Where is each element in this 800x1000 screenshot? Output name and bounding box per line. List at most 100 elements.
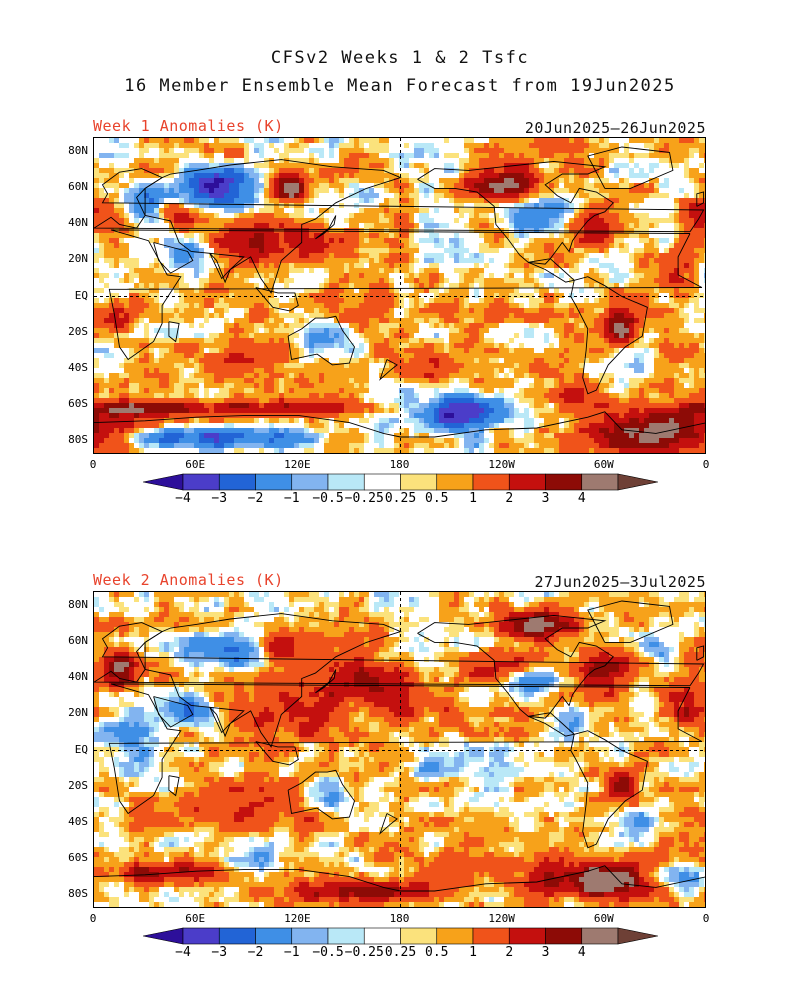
latitude-tick-label: 20S — [68, 324, 88, 338]
colorbar-swatch — [218, 927, 256, 945]
latitude-tick-label: 40S — [68, 360, 88, 374]
coastline — [315, 669, 337, 694]
colorbar-tick-label: 3 — [541, 491, 550, 506]
anomaly-field — [94, 138, 705, 453]
longitude-tick-label: 60W — [593, 912, 614, 925]
coastline — [587, 600, 674, 643]
colorbar-tick-label: 2 — [505, 491, 514, 506]
colorbar-swatch — [363, 473, 401, 491]
colorbar-swatch — [436, 473, 474, 491]
coastline — [209, 706, 245, 738]
longitude-tick-label: 120W — [488, 458, 515, 471]
week2-date-range: 27Jun2025—3Jul2025 — [534, 573, 706, 591]
latitude-tick-label: EQ — [74, 742, 88, 756]
coastline — [168, 321, 180, 343]
latitude-tick-label: 20N — [68, 706, 88, 720]
latitude-tick-label: 60S — [68, 396, 88, 410]
latitude-tick-label: 40N — [68, 670, 88, 684]
colorbar-swatch — [545, 473, 583, 491]
anomaly-cells — [94, 592, 705, 907]
coastline — [315, 215, 337, 240]
coastline — [570, 276, 648, 395]
colorbar-tick-label: −0.25 — [344, 491, 384, 506]
colorbar-tick-label: −3 — [211, 945, 228, 960]
coastline — [570, 730, 648, 849]
coastline — [417, 160, 615, 265]
colorbar-tick-label: 4 — [577, 945, 586, 960]
colorbar-low-arrow — [142, 927, 184, 945]
latitude-tick-label: EQ — [74, 288, 88, 302]
colorbar-tick-label: 0.25 — [384, 491, 417, 506]
colorbar-swatch — [291, 473, 329, 491]
colorbar-swatch — [436, 927, 474, 945]
colorbar-low-arrow — [142, 473, 184, 491]
colorbar-swatch — [218, 473, 256, 491]
coastline — [144, 159, 402, 294]
coastline — [153, 242, 194, 274]
colorbar-swatch — [255, 927, 293, 945]
colorbar-swatch — [472, 473, 510, 491]
coastline — [144, 613, 402, 748]
colorbar-tick-label: −4 — [175, 491, 191, 506]
colorbar-graphic — [142, 927, 659, 945]
longitude-tick-label: 0 — [702, 912, 710, 925]
latitude-tick-label: 80S — [68, 886, 88, 900]
colorbar-high-arrow — [617, 473, 659, 491]
latitude-tick-label: 60N — [68, 180, 88, 194]
coastline — [94, 411, 705, 438]
colorbar-tick-label: −0.25 — [344, 945, 384, 960]
coastline — [255, 741, 299, 766]
colorbar-swatch — [327, 927, 365, 945]
colorbar-tick-label: −3 — [211, 491, 228, 506]
colorbar-swatch — [400, 473, 438, 491]
colorbar-swatch — [291, 927, 329, 945]
colorbar-swatch — [363, 927, 401, 945]
colorbar-swatch — [581, 927, 619, 945]
week1-title: Week 1 Anomalies (K) — [93, 117, 284, 135]
coastline — [417, 614, 615, 719]
longitude-tick-label: 0 — [89, 912, 97, 925]
longitude-tick-label: 120E — [284, 458, 311, 471]
colorbar-tick-label: 1 — [469, 945, 477, 960]
coastline — [94, 865, 705, 892]
coastlines — [94, 146, 705, 438]
colorbar-tick-label: −1 — [283, 945, 300, 960]
week2-anomaly-map — [93, 591, 706, 908]
week1-anomaly-map — [93, 137, 706, 454]
colorbar-swatch — [545, 927, 583, 945]
figure-title: CFSv2 Weeks 1 & 2 Tsfc — [270, 48, 530, 68]
colorbar-swatch — [255, 473, 293, 491]
longitude-tick-label: 180 — [389, 458, 410, 471]
coastline — [209, 252, 245, 284]
longitude-tick-label: 120W — [488, 912, 515, 925]
anomaly-field — [94, 592, 705, 907]
colorbar-high-arrow — [617, 927, 659, 945]
colorbar-tick-label: 0.25 — [384, 945, 417, 960]
colorbar-swatch — [400, 927, 438, 945]
colorbar-tick-label: 2 — [505, 945, 514, 960]
week1-date-range: 20Jun2025—26Jun2025 — [524, 119, 706, 137]
colorbar-swatch — [508, 473, 546, 491]
latitude-tick-label: 20S — [68, 778, 88, 792]
latitude-tick-label: 60S — [68, 850, 88, 864]
longitude-tick-label: 0 — [702, 458, 710, 471]
colorbar-swatch — [581, 473, 619, 491]
colorbar-tick-label: 1 — [469, 491, 477, 506]
latitude-tick-label: 80N — [68, 144, 88, 158]
colorbar-graphic — [142, 473, 659, 491]
latitude-tick-label: 40S — [68, 814, 88, 828]
colorbar-tick-label: 0.5 — [425, 945, 449, 960]
latitude-tick-label: 80S — [68, 432, 88, 446]
colorbar-tick-label: −0.5 — [312, 491, 344, 506]
longitude-tick-label: 60E — [185, 912, 206, 925]
colorbar-tick-label: 3 — [541, 945, 550, 960]
longitude-tick-label: 0 — [89, 458, 97, 471]
colorbar-swatch — [472, 927, 510, 945]
colorbar-tick-label: −2 — [247, 491, 264, 506]
week2-title: Week 2 Anomalies (K) — [93, 571, 284, 589]
coastlines — [94, 600, 705, 892]
colorbar-tick-label: −1 — [283, 491, 300, 506]
coastline — [379, 359, 398, 381]
colorbar-swatch — [327, 473, 365, 491]
